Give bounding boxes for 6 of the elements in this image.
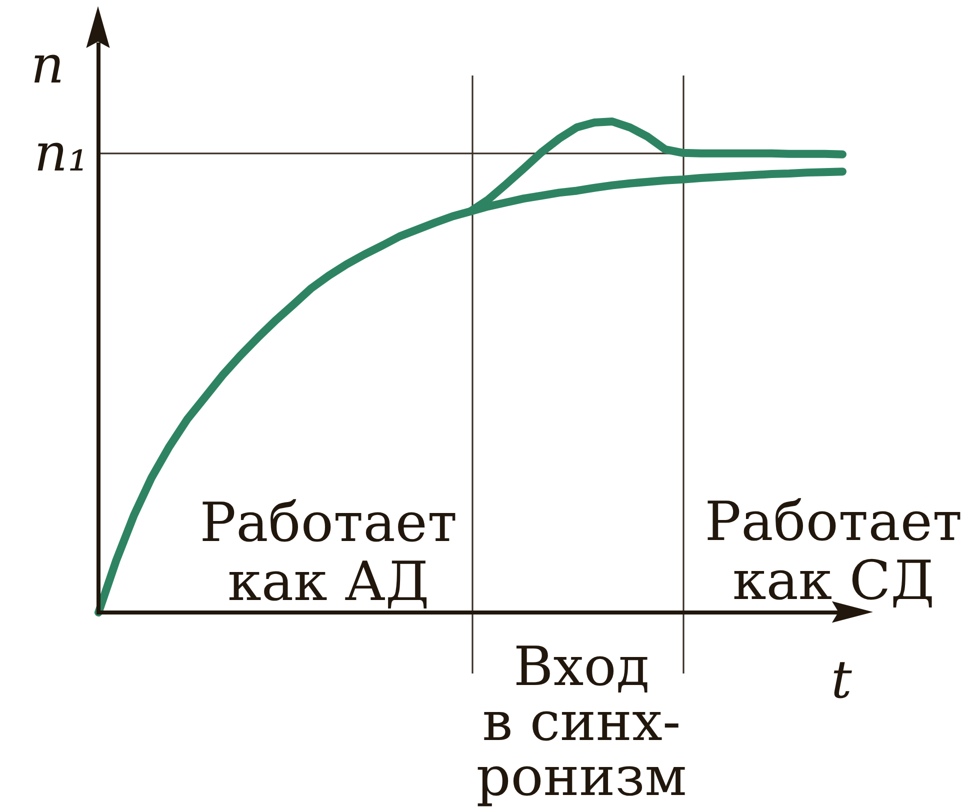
annotation: Работает как СД [704, 490, 962, 612]
x-axis-title: t [831, 650, 852, 710]
annotation: Работает как АД [200, 491, 458, 613]
ref-line-label: n₁ [34, 123, 89, 184]
text: Вход в синх- ронизм [476, 635, 687, 808]
y-axis-title: n [30, 36, 64, 96]
